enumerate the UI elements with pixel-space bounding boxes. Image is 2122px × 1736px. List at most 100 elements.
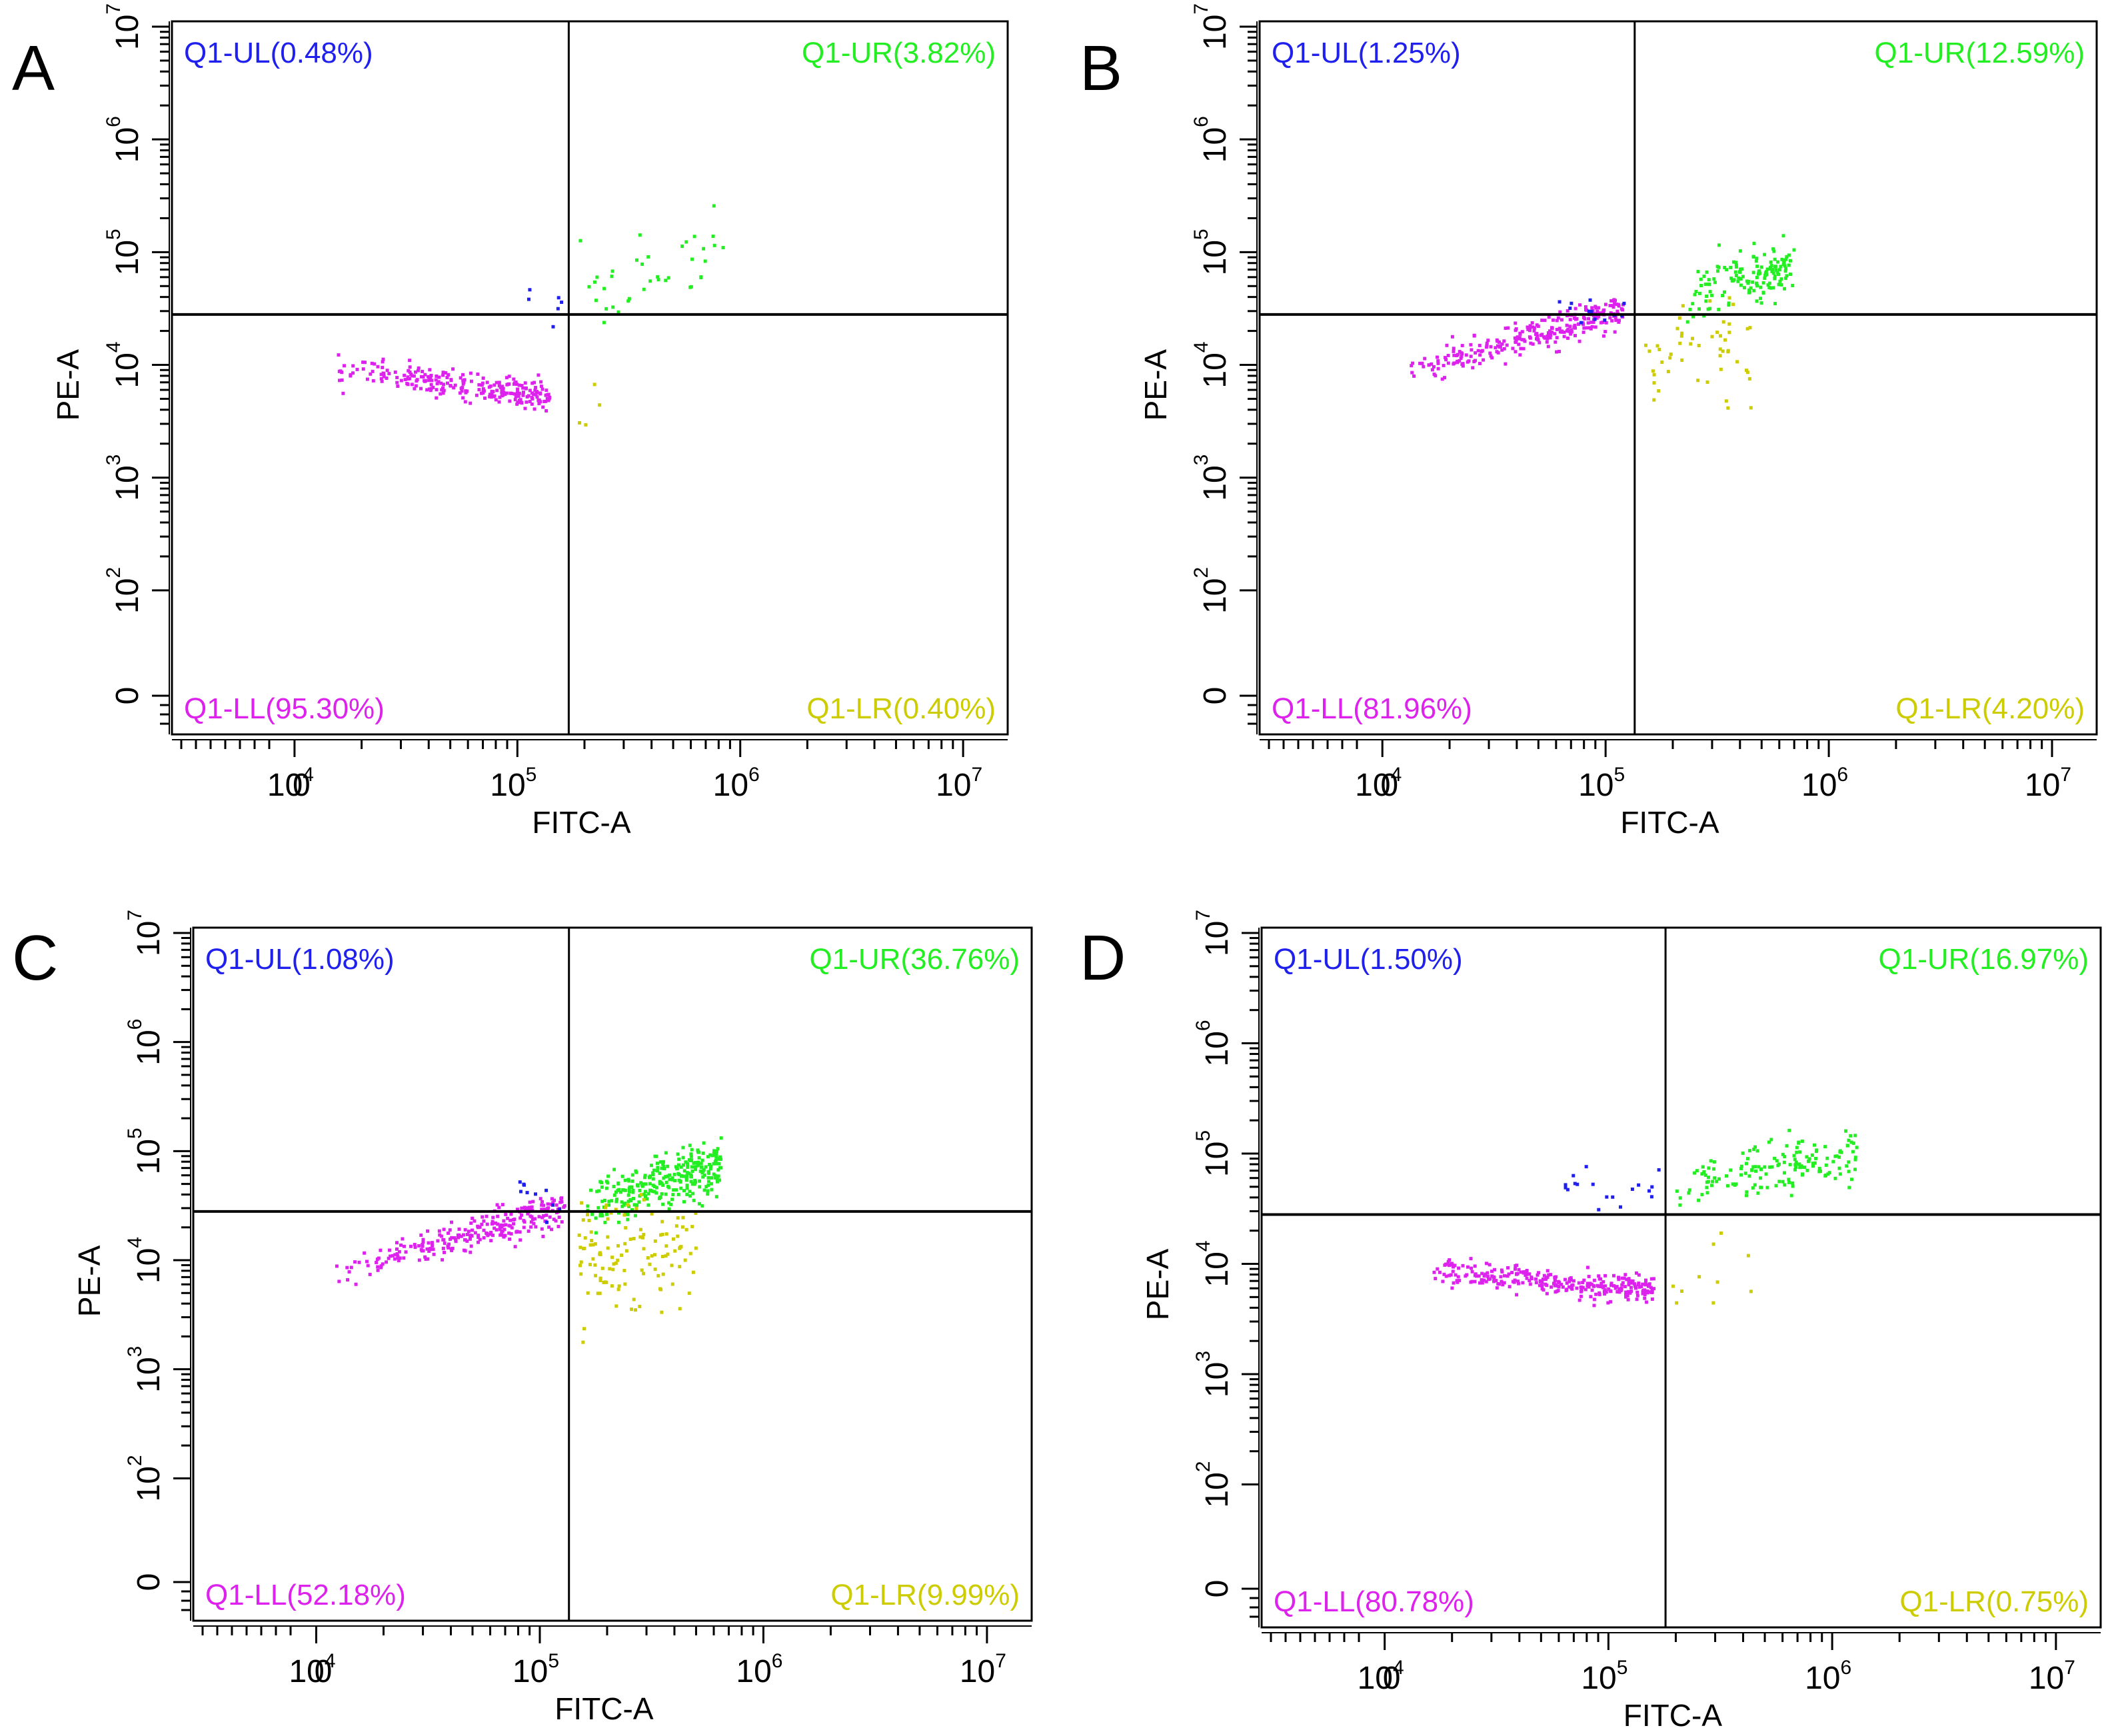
event-point-UR [623,1202,627,1206]
event-point-LL [477,1226,481,1230]
event-point-LL [1522,1271,1526,1275]
event-point-LL [1609,311,1613,315]
event-point-LL [540,1216,544,1220]
event-point-LL [1561,1285,1565,1289]
event-point-LL [1536,334,1540,338]
event-point-UR [1732,278,1736,282]
event-point-LL [481,381,485,385]
event-point-LL [501,1203,505,1207]
event-point-UR [718,1155,722,1159]
event-point-UR [655,1162,659,1166]
event-point-UR [1776,1164,1780,1168]
event-point-LL [436,1239,440,1243]
event-point-LR [1696,379,1700,383]
quadrant-label-UL: Q1-UL(0.48%) [184,37,373,69]
event-point-LR [639,1193,643,1197]
event-point-LL [397,1250,401,1254]
event-point-LR [1675,327,1679,331]
event-point-UR [1769,1138,1773,1142]
quadrant-close: ) [1010,1579,1020,1611]
event-point-UR [602,287,606,291]
event-point-LL [439,1234,443,1238]
tick-exponent: 5 [1192,1130,1214,1142]
event-point-LL [1606,1301,1610,1305]
event-point-UL [1566,1188,1570,1192]
event-point-UR [1697,307,1701,311]
event-point-LL [1574,334,1578,338]
event-point-LR [1719,1231,1723,1235]
event-point-UR [710,1154,714,1158]
panel-letter-A: A [12,33,55,104]
event-point-UR [626,1193,630,1197]
event-point-LL [1469,355,1473,359]
event-point-LL [1500,1280,1504,1284]
event-point-LR [679,1245,683,1249]
event-point-UR [1767,1165,1771,1169]
event-point-UR [1791,283,1795,287]
event-point-LL [1436,361,1440,365]
event-point-LR [681,1216,685,1220]
event-point-UR [690,257,694,261]
tick-exponent: 7 [103,3,125,15]
event-point-LL [1502,1281,1506,1285]
event-point-UR [1691,315,1695,319]
event-point-LL [337,1280,341,1284]
event-point-LL [530,381,534,385]
event-point-UR [1853,1158,1857,1162]
event-point-LR [596,1292,600,1296]
event-point-LL [530,397,534,401]
event-point-LL [442,389,446,393]
event-point-LR [604,1206,608,1210]
event-point-LL [543,1208,547,1212]
event-point-LL [1629,1286,1633,1290]
event-point-LL [554,1203,558,1207]
event-point-UR [1693,1171,1697,1175]
event-point-UR [1729,265,1733,269]
event-point-UR [1685,320,1689,324]
panel-C: C Q1-UL(1.08%) Q1-UR(36.76%)Q1-LL(52.18%) Q… [12,910,1033,1726]
event-point-UR [1711,1180,1715,1184]
event-point-UR [706,1155,710,1159]
event-point-UR [1794,1165,1798,1169]
event-point-LR [616,1288,620,1292]
quadrant-name: Q1-UL( [1274,943,1370,976]
event-point-UR [697,1156,701,1160]
quadrant-label-UR: Q1-UR(12.59%) [1875,37,2085,69]
event-point-LL [419,1233,423,1237]
event-point-LL [519,398,523,402]
event-point-LL [1609,299,1613,303]
event-point-LL [1517,343,1521,347]
x-tick-label: 106 [736,1650,782,1689]
tick-base: 10 [1200,921,1235,956]
quadrant-label-UR: Q1-UR(3.82%) [802,37,996,69]
event-point-UR [1702,314,1706,318]
event-point-LL [421,1240,425,1244]
event-point-LL [1546,1269,1550,1273]
event-point-UR [1739,1164,1743,1168]
tick-exponent: 6 [1192,1020,1214,1031]
event-point-UR [689,1174,693,1178]
event-point-UR [662,1176,666,1180]
event-point-LL [1469,343,1473,347]
event-point-UR [706,1192,710,1196]
event-point-UR [719,1136,723,1140]
event-point-UR [626,1212,630,1216]
event-point-UR [1805,1155,1809,1159]
event-point-UR [643,1190,647,1194]
event-point-LR [580,1201,584,1205]
quadrant-close: ) [986,37,996,69]
quadrant-close: ) [1464,1585,1474,1618]
event-point-UR [1773,257,1777,261]
event-point-LL [1436,367,1440,371]
event-point-UR [1785,1144,1789,1148]
event-point-LL [1651,1277,1655,1281]
event-point-UR [1801,1172,1805,1176]
event-point-LL [1577,1281,1581,1285]
event-point-UR [682,1200,686,1204]
event-point-LL [481,1215,485,1219]
event-point-LL [560,1200,564,1204]
tick-base: 10 [110,353,145,388]
event-point-UR [1817,1166,1821,1170]
event-point-UR [681,1174,685,1178]
event-point-UR [1781,1180,1785,1184]
